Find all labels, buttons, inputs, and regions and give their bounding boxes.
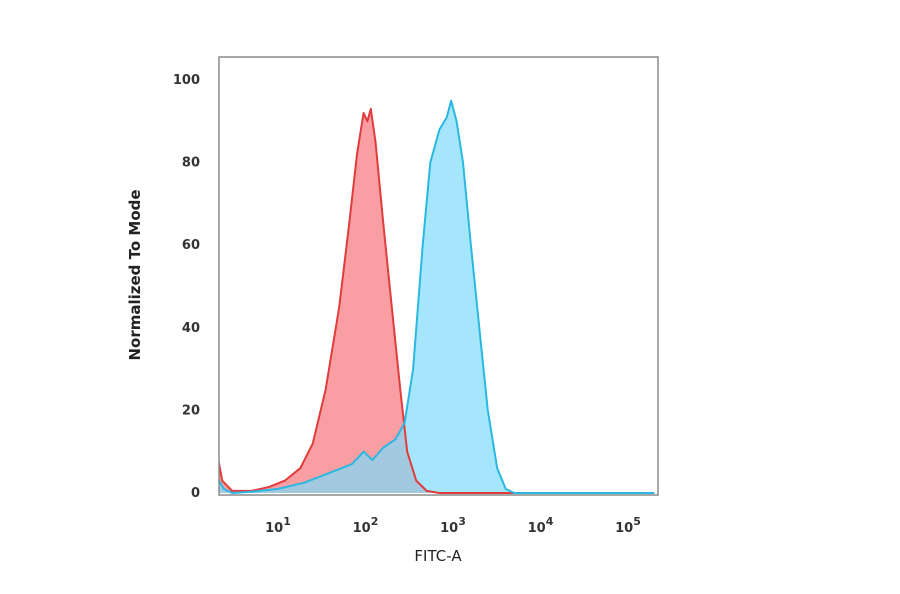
- y-tick-label: 0: [191, 486, 200, 501]
- y-axis-ticks: 0 20 40 60 80 100: [173, 73, 200, 501]
- x-axis-label: FITC-A: [414, 547, 462, 565]
- series-layer: [219, 99, 655, 494]
- x-tick-label: 102: [353, 515, 379, 536]
- y-tick-label: 100: [173, 73, 200, 88]
- x-tick-label: 105: [615, 515, 641, 536]
- x-tick-label: 104: [528, 515, 554, 536]
- y-tick-label: 60: [182, 238, 200, 253]
- x-tick-label: 103: [440, 515, 466, 536]
- series-line-0: [219, 107, 655, 494]
- series-fill-1: [219, 100, 655, 493]
- x-tick-label: 101: [265, 515, 291, 536]
- y-tick-label: 40: [182, 321, 200, 336]
- series-line-1: [219, 99, 655, 494]
- y-tick-label: 20: [182, 403, 200, 418]
- y-axis-label: Normalized To Mode: [126, 189, 144, 360]
- x-axis-ticks: 101 102 103 104 105: [265, 515, 641, 536]
- series-fill-0: [219, 108, 655, 493]
- plot-frame: [218, 56, 659, 496]
- y-tick-label: 80: [182, 156, 200, 171]
